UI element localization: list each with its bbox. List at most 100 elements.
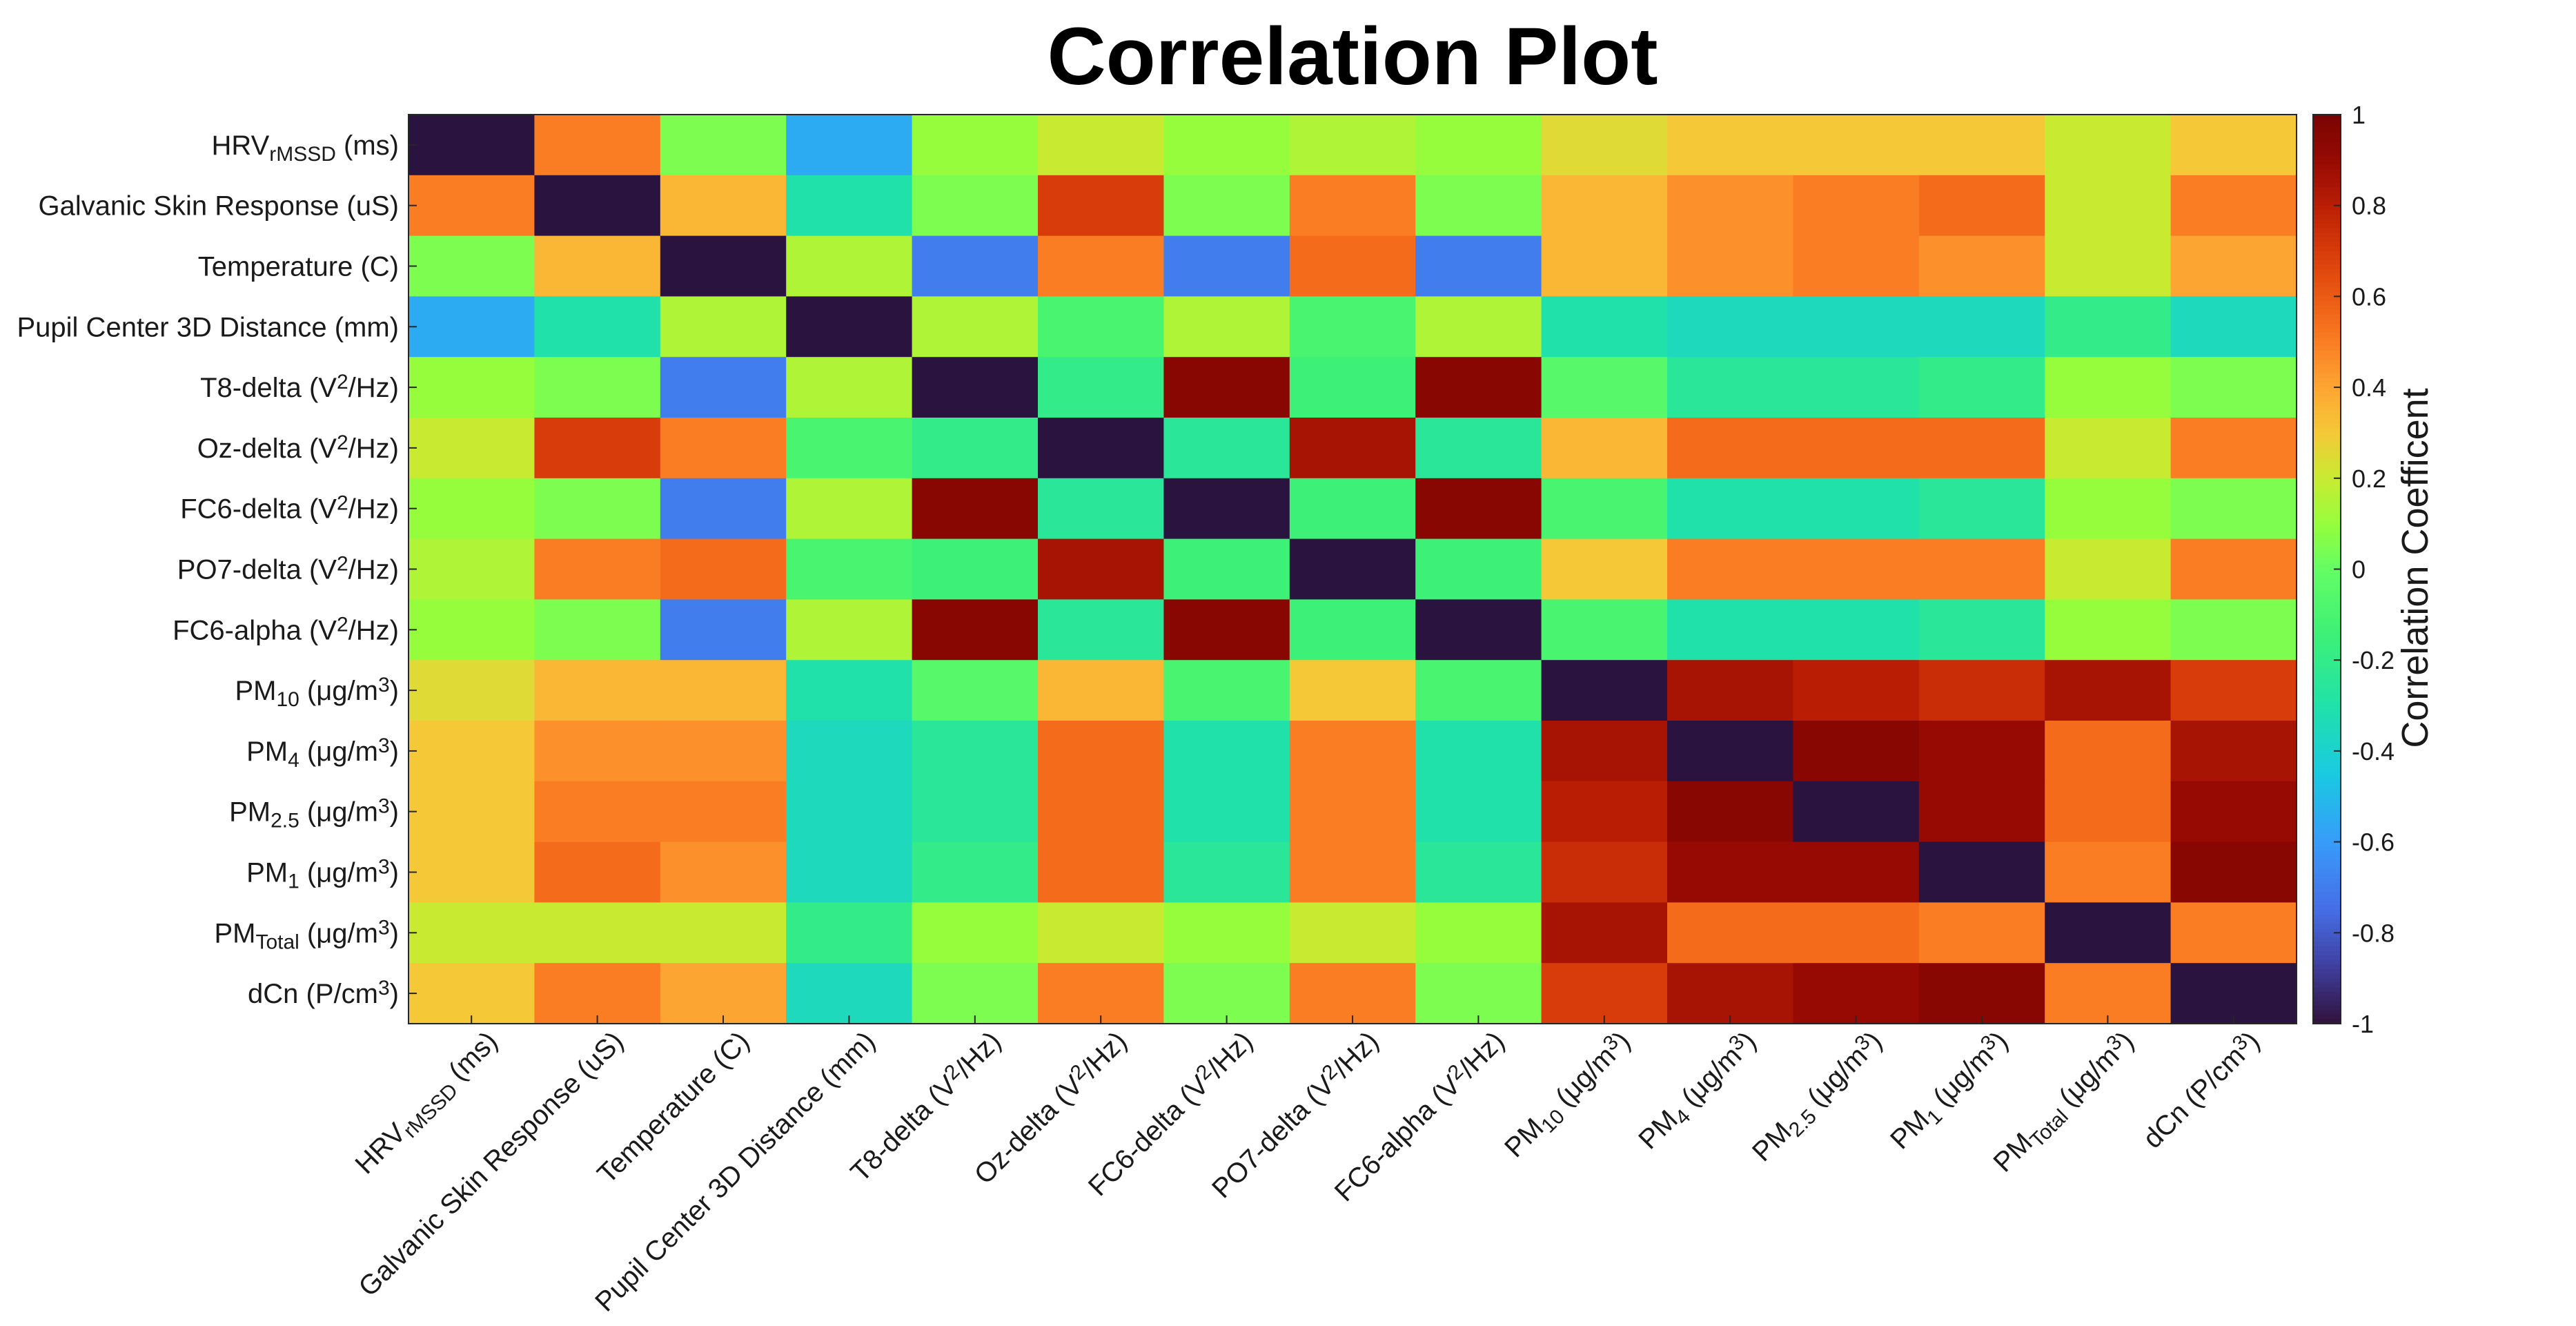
y-tick-label: PM10 (μg/m3) [235, 674, 399, 711]
colorbar-segment [2313, 310, 2341, 315]
heatmap-cell [1667, 963, 1793, 1024]
heatmap-cell [534, 418, 661, 479]
heatmap-cell [1415, 538, 1542, 600]
colorbar-segment [2313, 323, 2341, 329]
heatmap-cell [1163, 357, 1290, 418]
heatmap-cell [2045, 418, 2172, 479]
heatmap-cell [1667, 902, 1793, 964]
colorbar-segment [2313, 119, 2341, 124]
heatmap-cell [660, 478, 787, 540]
heatmap-cell [1793, 721, 1920, 782]
colorbar-segment [2313, 237, 2341, 243]
colorbar-segment [2313, 669, 2341, 674]
colorbar-segment [2313, 546, 2341, 552]
heatmap-cell [1163, 963, 1290, 1024]
heatmap-cell [534, 175, 661, 237]
colorbar-segment [2313, 660, 2341, 665]
colorbar-segment [2313, 469, 2341, 475]
heatmap-cell [912, 660, 1039, 721]
colorbar-segment [2313, 187, 2341, 193]
heatmap-cell [1793, 296, 1920, 358]
heatmap-cell [2170, 781, 2297, 843]
heatmap-cell [1918, 599, 2045, 661]
colorbar-segment [2313, 901, 2341, 906]
colorbar-segment [2313, 482, 2341, 488]
heatmap-cell [2170, 175, 2297, 237]
colorbar-tick-label: 0.4 [2352, 373, 2386, 402]
heatmap-cell [1918, 538, 2045, 600]
heatmap-cell [1163, 175, 1290, 237]
colorbar-segment [2313, 646, 2341, 652]
colorbar-segment [2313, 396, 2341, 402]
heatmap-cell [409, 538, 535, 600]
colorbar-segment [2313, 133, 2341, 138]
heatmap-cell [786, 902, 913, 964]
heatmap-cell [534, 660, 661, 721]
colorbar-segment [2313, 373, 2341, 379]
heatmap-cell [1038, 721, 1164, 782]
colorbar-segment [2313, 509, 2341, 516]
heatmap-cell [1918, 660, 2045, 721]
heatmap-cell [1163, 296, 1290, 358]
colorbar-segment [2313, 973, 2341, 979]
y-tick-label: PMTotal (μg/m3) [214, 916, 399, 953]
heatmap-cell [1415, 235, 1542, 297]
colorbar-segment [2313, 687, 2341, 693]
x-axis-labels: HRVrMSSD (ms)Galvanic Skin Response (uS)… [349, 1024, 2265, 1317]
heatmap-cell [1541, 296, 1668, 358]
heatmap-cell [1541, 721, 1668, 782]
colorbar-segment [2313, 859, 2341, 866]
heatmap-cell [1415, 175, 1542, 237]
heatmap-cell [2045, 235, 2172, 297]
x-tick-label: dCn (P/cm3) [2136, 1024, 2265, 1154]
colorbar-segment [2313, 474, 2341, 479]
heatmap-cell [1289, 660, 1416, 721]
heatmap-cell [1163, 599, 1290, 661]
colorbar-segment [2313, 182, 2341, 188]
colorbar-tick-label: -0.2 [2352, 646, 2395, 674]
colorbar-segment [2313, 264, 2341, 270]
colorbar-segment [2313, 787, 2341, 792]
heatmap-cell [1793, 963, 1920, 1024]
heatmap-cell [1163, 902, 1290, 964]
x-tick-label: Pupil Center 3D Distance (mm) [589, 1026, 881, 1317]
colorbar-segment [2313, 855, 2341, 861]
chart-title: Correlation Plot [1047, 11, 1658, 102]
y-tick-label: Galvanic Skin Response (uS) [39, 191, 399, 222]
x-tick-label: PM2.5 (μg/m3) [1745, 1024, 1891, 1171]
heatmap-cell [660, 721, 787, 782]
heatmap-cell [2170, 841, 2297, 903]
heatmap-cell [1163, 235, 1290, 297]
colorbar-segment [2313, 928, 2341, 934]
colorbar-segment [2313, 391, 2341, 398]
heatmap-cell [1667, 841, 1793, 903]
colorbar-segment [2313, 360, 2341, 365]
colorbar-segment [2313, 405, 2341, 411]
heatmap-cell [534, 963, 661, 1024]
colorbar-segment [2313, 296, 2341, 302]
colorbar-segment [2313, 614, 2341, 620]
heatmap-cell [1793, 599, 1920, 661]
heatmap-cell [1415, 418, 1542, 479]
heatmap-cell [1038, 963, 1164, 1024]
colorbar-segment [2313, 878, 2341, 884]
heatmap-cell [1038, 175, 1164, 237]
heatmap-cell [1918, 175, 2045, 237]
colorbar-segment [2313, 987, 2341, 993]
heatmap-cell [660, 175, 787, 237]
colorbar-segment [2313, 710, 2341, 716]
heatmap-cell [1289, 721, 1416, 782]
heatmap-cell [409, 599, 535, 661]
colorbar-segment [2313, 178, 2341, 184]
colorbar-segment [2313, 815, 2341, 820]
colorbar-segment [2313, 769, 2341, 774]
y-tick-label: dCn (P/cm3) [248, 977, 399, 1009]
heatmap-cell [2045, 478, 2172, 540]
heatmap-cell [786, 538, 913, 600]
colorbar-segment [2313, 437, 2341, 442]
colorbar-segment [2313, 792, 2341, 797]
heatmap-cell [660, 235, 787, 297]
heatmap-cell [2045, 721, 2172, 782]
heatmap-cell [1038, 538, 1164, 600]
heatmap-cell [1163, 115, 1290, 176]
